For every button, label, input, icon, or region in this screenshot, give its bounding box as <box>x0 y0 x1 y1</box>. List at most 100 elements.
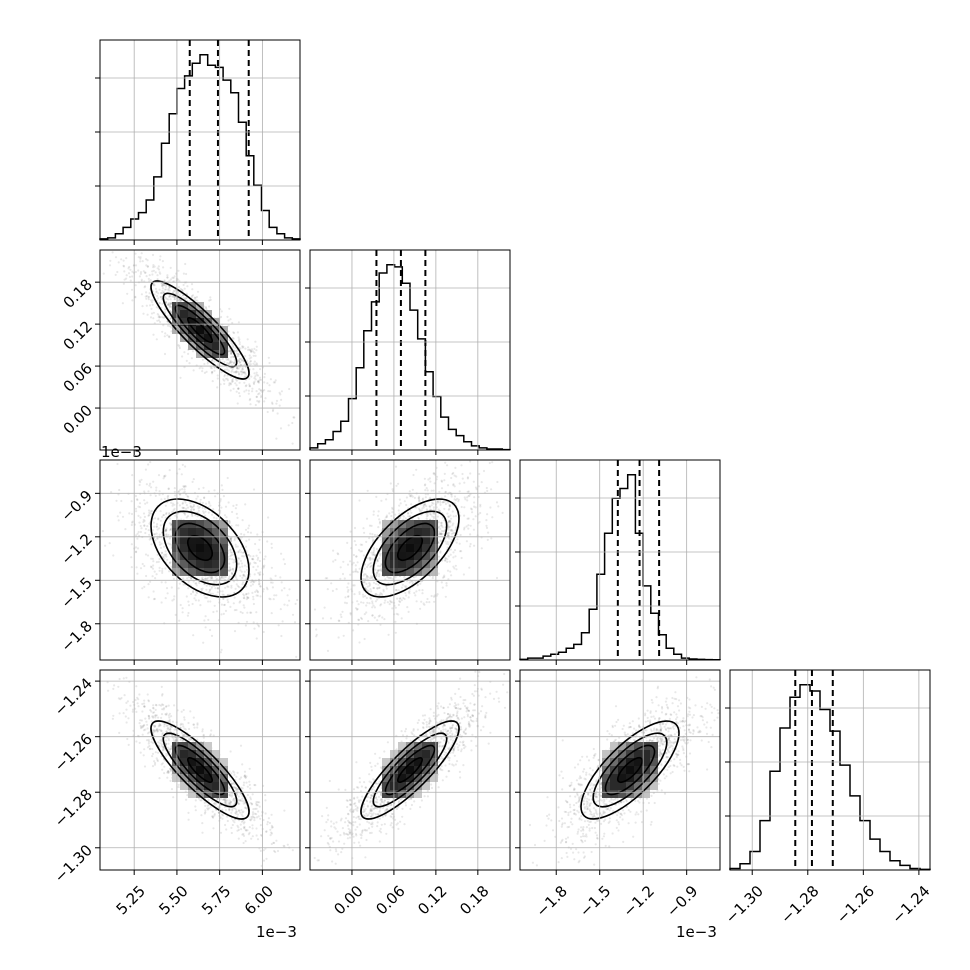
scatter-point <box>207 490 210 493</box>
scatter-point <box>430 594 433 598</box>
scatter-point <box>415 468 418 471</box>
scatter-point <box>208 305 211 308</box>
scatter-point <box>288 599 291 602</box>
scatter-point <box>242 371 245 374</box>
scatter-point <box>174 613 177 617</box>
scatter-point <box>331 589 334 593</box>
scatter-point <box>135 550 138 553</box>
scatter-point <box>185 272 188 276</box>
scatter-point <box>145 275 148 278</box>
scatter-point <box>468 566 471 569</box>
scatter-point <box>252 565 255 569</box>
scatter-point <box>394 513 397 516</box>
scatter-point <box>163 352 167 356</box>
scatter-point <box>291 849 294 852</box>
scatter-point <box>256 374 260 377</box>
scatter-point <box>138 521 141 524</box>
scatter-point <box>390 601 394 604</box>
scatter-point <box>449 570 452 573</box>
scatter-point <box>147 514 150 517</box>
scatter-point <box>252 621 255 624</box>
scatter-point <box>234 346 237 350</box>
scatter-point <box>213 360 216 363</box>
scatter-point <box>226 374 229 377</box>
scatter-point <box>130 500 133 503</box>
scatter-point <box>149 494 152 497</box>
scatter-point <box>231 367 234 370</box>
scatter-point <box>143 765 147 768</box>
scatter-point <box>255 362 258 365</box>
scatter-point <box>152 311 155 314</box>
scatter-point <box>248 524 251 527</box>
scatter-point <box>399 502 402 505</box>
scatter-point <box>204 626 207 629</box>
scatter-point <box>422 602 425 605</box>
scatter-point <box>488 461 491 465</box>
scatter-point <box>149 279 152 282</box>
scatter-point <box>125 708 128 711</box>
scatter-point <box>195 497 198 500</box>
scatter-point <box>201 370 204 373</box>
scatter-point <box>340 615 343 619</box>
scatter-point <box>169 317 172 321</box>
scatter-point <box>252 488 256 491</box>
scatter-point <box>349 560 352 563</box>
scatter-point <box>151 273 154 276</box>
scatter-point <box>125 701 128 705</box>
scatter-point <box>201 367 204 370</box>
scatter-point <box>291 421 294 425</box>
scatter-point <box>183 351 186 354</box>
scatter-point <box>199 498 202 501</box>
scatter-point <box>365 596 368 600</box>
scatter-point <box>315 635 318 638</box>
scatter-point <box>371 606 374 609</box>
scatter-point <box>187 352 190 355</box>
scatter-point <box>388 603 391 606</box>
scatter-point <box>177 286 181 289</box>
scatter-point <box>178 619 181 622</box>
scatter-point <box>148 274 151 277</box>
scatter-point <box>253 561 256 564</box>
scatter-point <box>489 506 492 509</box>
scatter-point <box>225 828 228 831</box>
scatter-point <box>272 598 275 601</box>
scatter-point <box>178 345 181 348</box>
scatter-point <box>233 596 236 599</box>
scatter-point <box>256 399 259 403</box>
scatter-point <box>150 543 153 546</box>
scatter-point <box>378 518 381 521</box>
scatter-point <box>146 501 149 504</box>
scatter-point <box>139 256 142 259</box>
scatter-point <box>122 259 125 262</box>
scatter-point <box>240 776 243 779</box>
scatter-point <box>171 276 174 279</box>
scatter-point <box>406 606 409 609</box>
scatter-point <box>185 595 188 598</box>
scatter-point <box>433 600 436 603</box>
scatter-point <box>279 427 283 430</box>
scatter-point <box>259 376 262 379</box>
scatter-point <box>366 489 369 492</box>
scatter-point <box>248 357 251 360</box>
scatter-point <box>255 390 258 393</box>
scatter-point <box>254 363 257 366</box>
scatter-point <box>200 814 203 817</box>
scatter-point <box>427 478 430 481</box>
scatter-point <box>236 355 239 358</box>
scatter-point <box>143 286 146 289</box>
scatter-point <box>235 512 238 516</box>
scatter-point <box>410 494 413 497</box>
scatter-point <box>163 279 166 282</box>
scatter-point <box>118 488 121 492</box>
scatter-point <box>172 276 175 280</box>
scatter-point <box>424 489 427 492</box>
scatter-point <box>167 288 170 291</box>
scatter-point <box>398 597 401 600</box>
scatter-point <box>181 488 184 491</box>
scatter-point <box>141 562 144 566</box>
scatter-point <box>158 569 161 572</box>
scatter-point <box>195 295 198 299</box>
scatter-point <box>142 512 146 515</box>
scatter-point <box>358 567 361 570</box>
